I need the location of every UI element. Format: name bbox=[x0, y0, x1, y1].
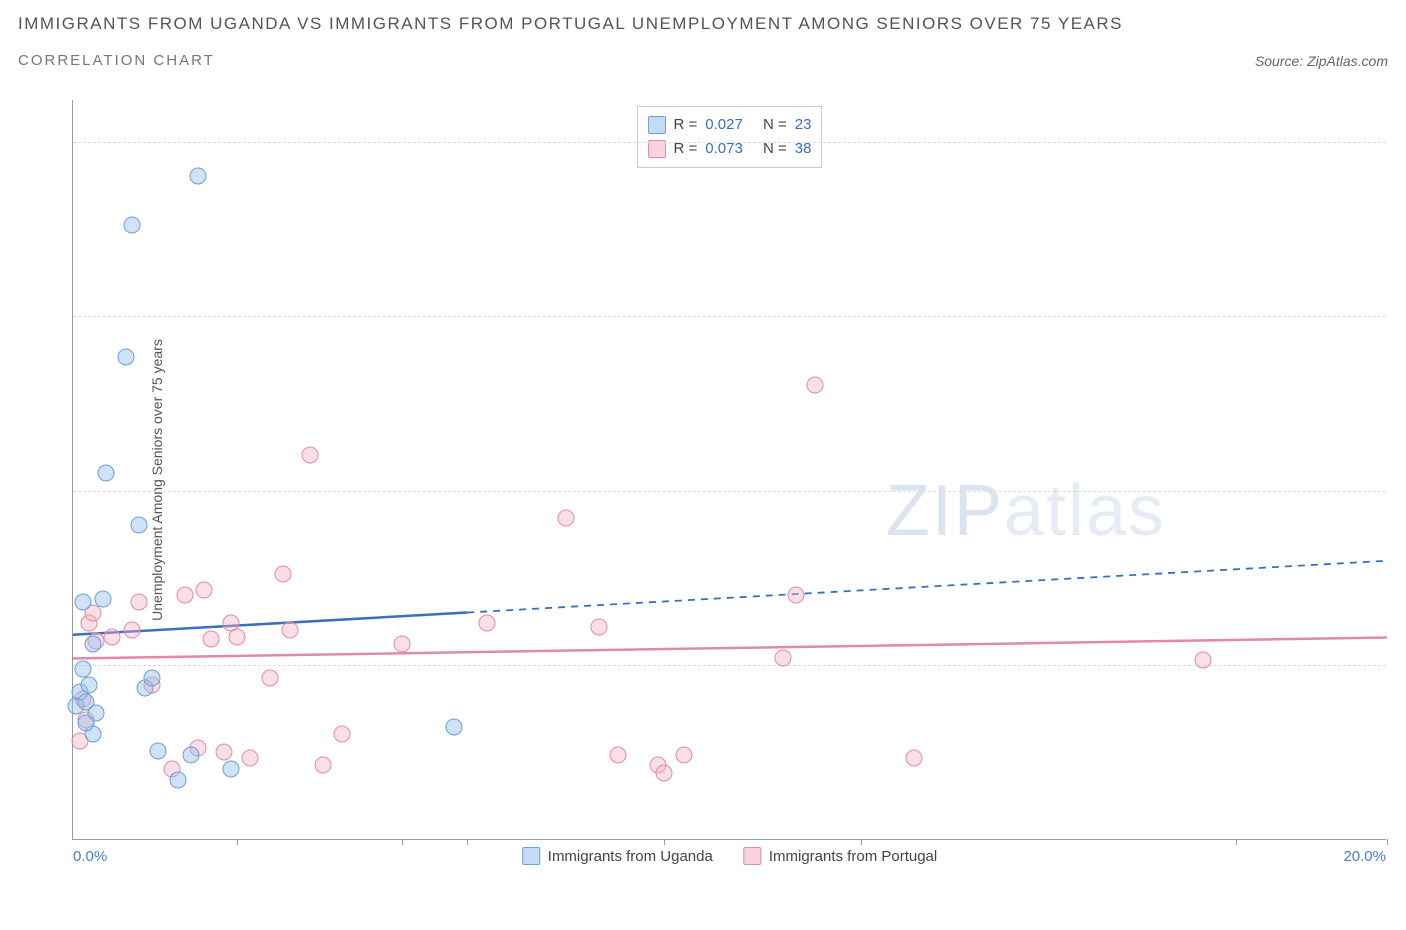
scatter-point bbox=[104, 628, 121, 645]
scatter-point bbox=[393, 635, 410, 652]
scatter-point bbox=[94, 590, 111, 607]
chart-subtitle: CORRELATION CHART bbox=[18, 52, 215, 69]
scatter-point bbox=[84, 635, 101, 652]
scatter-point bbox=[1195, 652, 1212, 669]
gridline bbox=[73, 491, 1386, 492]
scatter-point bbox=[676, 747, 693, 764]
legend-bottom: Immigrants from Uganda Immigrants from P… bbox=[522, 847, 937, 865]
r-label: R = bbox=[674, 137, 698, 161]
plot-area: ZIPatlas R = 0.027 N = 23 R = 0.073 N = … bbox=[72, 100, 1386, 840]
scatter-point bbox=[74, 660, 91, 677]
scatter-point bbox=[656, 765, 673, 782]
scatter-point bbox=[229, 628, 246, 645]
stats-row-uganda: R = 0.027 N = 23 bbox=[648, 113, 812, 137]
scatter-point bbox=[176, 586, 193, 603]
scatter-point bbox=[117, 349, 134, 366]
scatter-point bbox=[124, 216, 141, 233]
legend-item-portugal: Immigrants from Portugal bbox=[743, 847, 937, 865]
source-label: Source: ZipAtlas.com bbox=[1255, 53, 1388, 69]
scatter-point bbox=[222, 761, 239, 778]
scatter-point bbox=[610, 747, 627, 764]
scatter-point bbox=[446, 719, 463, 736]
scatter-point bbox=[78, 715, 95, 732]
scatter-point bbox=[314, 757, 331, 774]
n-label: N = bbox=[763, 137, 787, 161]
x-tick bbox=[861, 839, 862, 845]
x-tick bbox=[402, 839, 403, 845]
scatter-point bbox=[183, 747, 200, 764]
subtitle-row: CORRELATION CHART Source: ZipAtlas.com bbox=[18, 52, 1388, 69]
scatter-point bbox=[787, 586, 804, 603]
title-area: IMMIGRANTS FROM UGANDA VS IMMIGRANTS FRO… bbox=[0, 0, 1406, 69]
scatter-point bbox=[97, 465, 114, 482]
scatter-point bbox=[242, 750, 259, 767]
swatch-uganda-icon bbox=[522, 847, 540, 865]
gridline bbox=[73, 316, 1386, 317]
scatter-point bbox=[150, 743, 167, 760]
scatter-point bbox=[478, 614, 495, 631]
n-value-portugal: 38 bbox=[795, 137, 812, 161]
scatter-point bbox=[130, 516, 147, 533]
scatter-point bbox=[905, 750, 922, 767]
scatter-point bbox=[275, 565, 292, 582]
scatter-point bbox=[774, 649, 791, 666]
scatter-point bbox=[130, 593, 147, 610]
x-tick bbox=[467, 839, 468, 845]
swatch-uganda bbox=[648, 116, 666, 134]
x-range-label: 0.0% bbox=[73, 848, 107, 865]
scatter-point bbox=[262, 670, 279, 687]
n-value-uganda: 23 bbox=[795, 113, 812, 137]
x-tick bbox=[237, 839, 238, 845]
n-label: N = bbox=[763, 113, 787, 137]
legend-label-portugal: Immigrants from Portugal bbox=[769, 848, 937, 865]
scatter-point bbox=[557, 509, 574, 526]
gridline bbox=[73, 665, 1386, 666]
scatter-point bbox=[202, 631, 219, 648]
scatter-point bbox=[81, 677, 98, 694]
scatter-point bbox=[74, 593, 91, 610]
chart-container: Unemployment Among Seniors over 75 years… bbox=[60, 100, 1390, 860]
scatter-point bbox=[334, 726, 351, 743]
scatter-point bbox=[216, 744, 233, 761]
x-range-label: 20.0% bbox=[1343, 848, 1386, 865]
r-value-portugal: 0.073 bbox=[705, 137, 743, 161]
stats-row-portugal: R = 0.073 N = 38 bbox=[648, 137, 812, 161]
r-label: R = bbox=[674, 113, 698, 137]
legend-label-uganda: Immigrants from Uganda bbox=[548, 848, 713, 865]
scatter-point bbox=[281, 621, 298, 638]
x-tick bbox=[1236, 839, 1237, 845]
gridline bbox=[73, 142, 1386, 143]
trend-lines bbox=[73, 100, 1387, 840]
scatter-point bbox=[124, 621, 141, 638]
legend-item-uganda: Immigrants from Uganda bbox=[522, 847, 713, 865]
scatter-point bbox=[807, 377, 824, 394]
scatter-point bbox=[590, 618, 607, 635]
scatter-point bbox=[143, 670, 160, 687]
scatter-point bbox=[301, 447, 318, 464]
scatter-point bbox=[170, 772, 187, 789]
swatch-portugal-icon bbox=[743, 847, 761, 865]
page-title: IMMIGRANTS FROM UGANDA VS IMMIGRANTS FRO… bbox=[18, 14, 1388, 34]
r-value-uganda: 0.027 bbox=[705, 113, 743, 137]
scatter-point bbox=[196, 582, 213, 599]
stats-legend: R = 0.027 N = 23 R = 0.073 N = 38 bbox=[637, 106, 823, 168]
scatter-point bbox=[189, 167, 206, 184]
x-tick bbox=[1387, 839, 1388, 845]
x-tick bbox=[664, 839, 665, 845]
